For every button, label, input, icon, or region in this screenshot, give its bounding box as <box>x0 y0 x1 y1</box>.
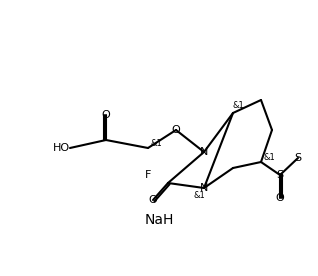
Text: &1: &1 <box>263 153 275 161</box>
Text: S: S <box>276 170 284 180</box>
Text: S: S <box>294 153 301 163</box>
Text: O: O <box>149 195 157 205</box>
Text: &1: &1 <box>232 102 244 110</box>
Text: F: F <box>145 170 151 180</box>
Text: O: O <box>276 193 284 203</box>
Text: O: O <box>102 110 110 120</box>
Text: O: O <box>172 125 180 135</box>
Text: HO: HO <box>53 143 70 153</box>
Text: &1: &1 <box>150 139 162 147</box>
Text: N: N <box>200 147 208 157</box>
Text: NaH: NaH <box>144 213 174 227</box>
Text: N: N <box>200 183 208 193</box>
Text: &1: &1 <box>193 192 205 200</box>
